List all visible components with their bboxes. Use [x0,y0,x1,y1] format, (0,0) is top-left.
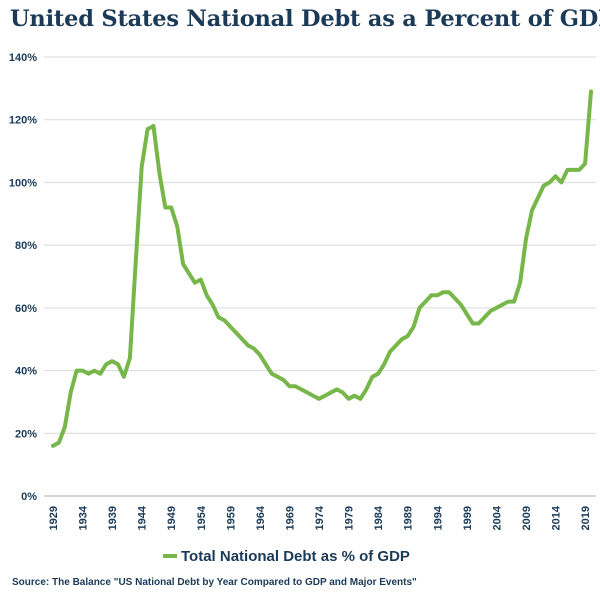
x-tick-label: 1944 [137,505,149,530]
y-tick-label: 140% [9,52,37,64]
y-tick-label: 80% [15,240,37,252]
grid-lines [44,56,596,497]
y-tick-label: 60% [15,303,37,315]
x-tick-label: 2014 [551,505,563,530]
series-line [51,89,593,448]
x-tick-label: 2004 [491,505,503,530]
x-axis-ticks: 1929 1934 1939 1944 1949 1954 1959 1964 1969 1974… [48,505,592,530]
x-tick-label: 1959 [225,506,237,530]
x-tick-label: 1934 [78,505,90,530]
y-tick-label: 40% [15,366,37,378]
source-note: Source: The Balance "US National Debt by… [12,577,417,588]
x-tick-label: 2009 [521,506,533,530]
series-layer [51,89,593,448]
x-tick-label: 1989 [403,506,415,530]
x-tick-label: 1939 [107,506,119,530]
y-tick-label: 120% [9,115,37,127]
x-tick-label: 1974 [314,505,326,530]
chart-title: United States National Debt as a Percent… [10,6,600,32]
y-tick-label: 100% [9,177,37,189]
x-tick-label: 1964 [255,505,267,530]
x-tick-label: 1929 [48,506,60,530]
x-tick-label: 1994 [432,505,444,530]
legend-label: Total National Debt as % of GDP [181,548,410,565]
x-tick-label: 1979 [344,506,356,530]
x-tick-label: 2019 [580,506,592,530]
x-tick-label: 1984 [373,505,385,530]
legend: Total National Debt as % of GDP [163,548,410,565]
x-tick-label: 1949 [166,506,178,530]
y-axis-ticks: 0% 20% 40% 60% 80% 100% 120% 140% [9,52,37,503]
x-tick-label: 1969 [284,506,296,530]
x-tick-label: 1954 [196,505,208,530]
y-tick-label: 0% [21,491,37,503]
x-tick-label: 1999 [462,506,474,530]
y-tick-label: 20% [15,428,37,440]
